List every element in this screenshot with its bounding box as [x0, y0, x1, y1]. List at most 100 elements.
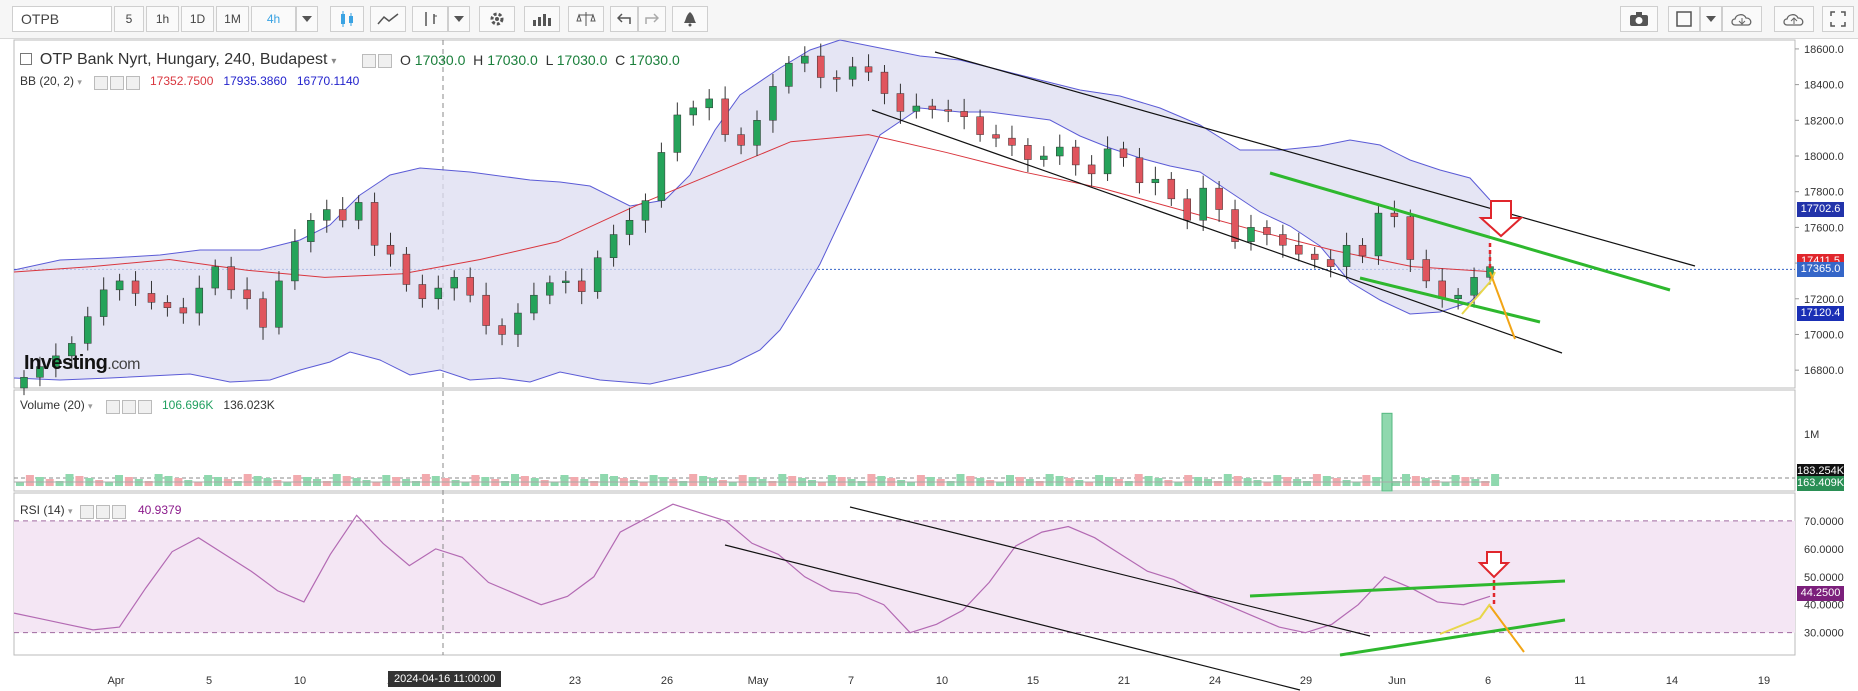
volume-bar — [857, 481, 866, 486]
ohlc-bars-icon — [425, 12, 437, 26]
volume-bar — [1233, 476, 1242, 486]
bars-dropdown-button[interactable] — [448, 6, 470, 32]
volume-bar — [95, 480, 104, 486]
volume-settings-buttons[interactable] — [106, 400, 152, 414]
interval-1m-button[interactable]: 1M — [216, 6, 249, 32]
channel-upper-line — [934, 51, 1696, 267]
volume-bar — [689, 474, 698, 486]
open-value: 17030.0 — [414, 52, 466, 68]
open-label: O — [400, 52, 411, 68]
interval-1d-button[interactable]: 1D — [181, 6, 214, 32]
layout-dropdown-button[interactable] — [1700, 6, 1722, 32]
x-tick-label: Apr — [107, 675, 124, 687]
price-tick-label: 18000.0 — [1804, 151, 1844, 163]
volume-bar — [233, 481, 242, 486]
volume-bar — [431, 476, 440, 486]
candle-up — [705, 98, 713, 109]
candle-down — [131, 280, 140, 294]
volume-dropdown-icon[interactable]: ▾ — [88, 401, 93, 411]
candle-down — [1295, 244, 1303, 255]
layout-button[interactable] — [1668, 6, 1700, 32]
volume-bar — [372, 482, 381, 486]
candle-down — [482, 294, 490, 326]
candle-down — [1071, 146, 1080, 166]
collapse-icon[interactable] — [20, 53, 32, 65]
candle-down — [259, 298, 267, 328]
candle-up — [1040, 155, 1048, 160]
title-settings-buttons[interactable] — [362, 54, 392, 68]
interval-1h-button[interactable]: 1h — [146, 6, 179, 32]
bb-dropdown-icon[interactable]: ▾ — [77, 77, 82, 87]
candle-down — [402, 253, 411, 285]
price-tick-label: 18400.0 — [1804, 80, 1844, 92]
interval-5-button[interactable]: 5 — [114, 6, 144, 32]
volume-bar — [956, 474, 965, 486]
volume-bar — [105, 482, 114, 486]
x-tick-label: 10 — [294, 675, 306, 687]
candle-up — [291, 241, 299, 282]
candles-button[interactable] — [330, 6, 364, 32]
candle-up — [785, 62, 793, 87]
candle-down — [816, 55, 825, 78]
candle-up — [195, 287, 204, 314]
volume-bar — [1085, 482, 1094, 486]
interval-dropdown-button[interactable] — [296, 6, 318, 32]
candle-up — [1199, 187, 1207, 221]
symbol-input[interactable]: OTPB — [12, 6, 112, 32]
bars-button[interactable] — [412, 6, 448, 32]
volume-bar — [610, 476, 618, 486]
volume-bar — [986, 480, 995, 486]
volume-bar — [75, 476, 84, 486]
rsi-green-upper — [1249, 579, 1566, 598]
rsi-settings-buttons[interactable] — [80, 505, 126, 519]
rsi-dropdown-icon[interactable]: ▾ — [68, 506, 73, 516]
volume-pane — [13, 389, 1796, 492]
red-down-arrow-rsi — [1477, 551, 1511, 579]
bollinger-middle-line — [13, 134, 1491, 278]
screenshot-button[interactable] — [1620, 6, 1658, 32]
redo-button[interactable] — [638, 6, 666, 32]
candle-down — [1135, 157, 1144, 184]
alert-button[interactable] — [672, 6, 708, 32]
bell-icon — [684, 12, 696, 27]
bb-middle-value: 17352.7500 — [150, 74, 214, 88]
indicators-button[interactable] — [524, 6, 560, 32]
candle-down — [1167, 178, 1176, 200]
interval-4h-button[interactable]: 4h — [251, 6, 296, 32]
title-dropdown-icon[interactable]: ▾ — [331, 56, 337, 67]
line-chart-button[interactable] — [370, 6, 406, 32]
candle-up — [323, 209, 331, 221]
candle-up — [530, 294, 538, 314]
x-tick-label: 11 — [1574, 675, 1585, 687]
volume-bar — [778, 474, 787, 486]
volume-bar — [1441, 482, 1450, 486]
settings-button[interactable] — [479, 6, 515, 32]
candle-down — [179, 307, 188, 314]
volume-tick-label: 1M — [1804, 429, 1819, 441]
candle-down — [1183, 198, 1191, 221]
cloud-download-button[interactable] — [1722, 6, 1762, 32]
cloud-upload-button[interactable] — [1774, 6, 1814, 32]
candle-down — [1310, 253, 1319, 260]
bb-settings-buttons[interactable] — [94, 76, 140, 90]
compare-button[interactable] — [568, 6, 604, 32]
volume-bar — [451, 480, 460, 486]
volume-bar — [808, 480, 816, 486]
candle-up — [769, 86, 777, 121]
candle-up — [1374, 212, 1383, 257]
candle-down — [147, 293, 156, 303]
x-tick-label: 7 — [848, 675, 854, 687]
x-tick-label: May — [748, 675, 769, 687]
volume-bar — [1134, 474, 1143, 486]
candle-up — [1454, 294, 1462, 300]
volume-legend: Volume (20) ▾ — [20, 398, 93, 412]
candle-up — [1470, 277, 1478, 296]
candle-up — [1103, 148, 1112, 175]
undo-button[interactable] — [610, 6, 638, 32]
volume-bar — [1253, 480, 1262, 486]
fullscreen-button[interactable] — [1822, 6, 1854, 32]
gear-icon — [490, 12, 504, 26]
volume-bar — [1184, 475, 1193, 486]
candle-down — [243, 289, 251, 300]
